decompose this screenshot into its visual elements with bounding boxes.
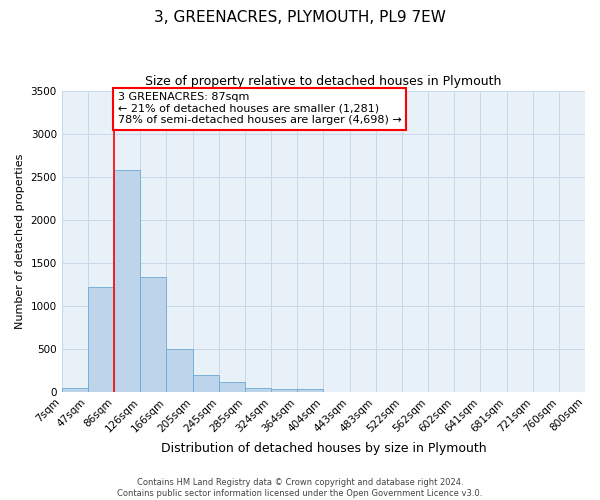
Bar (245, 388, 271, 392)
Text: 3 GREENACRES: 87sqm
← 21% of detached houses are smaller (1,281)
78% of semi-det: 3 GREENACRES: 87sqm ← 21% of detached ho… (118, 92, 401, 126)
Bar (166, 349, 193, 392)
Bar (88, 287, 114, 392)
Bar (193, 374, 218, 392)
Y-axis label: Number of detached properties: Number of detached properties (15, 154, 25, 329)
Bar (114, 170, 140, 392)
Bar (297, 390, 323, 392)
Text: Contains HM Land Registry data © Crown copyright and database right 2024.
Contai: Contains HM Land Registry data © Crown c… (118, 478, 482, 498)
Bar (140, 276, 166, 392)
Text: 3, GREENACRES, PLYMOUTH, PL9 7EW: 3, GREENACRES, PLYMOUTH, PL9 7EW (154, 10, 446, 25)
Bar (218, 382, 245, 392)
Bar (271, 390, 297, 392)
Title: Size of property relative to detached houses in Plymouth: Size of property relative to detached ho… (145, 75, 502, 88)
Bar (62, 388, 88, 392)
X-axis label: Distribution of detached houses by size in Plymouth: Distribution of detached houses by size … (161, 442, 486, 455)
